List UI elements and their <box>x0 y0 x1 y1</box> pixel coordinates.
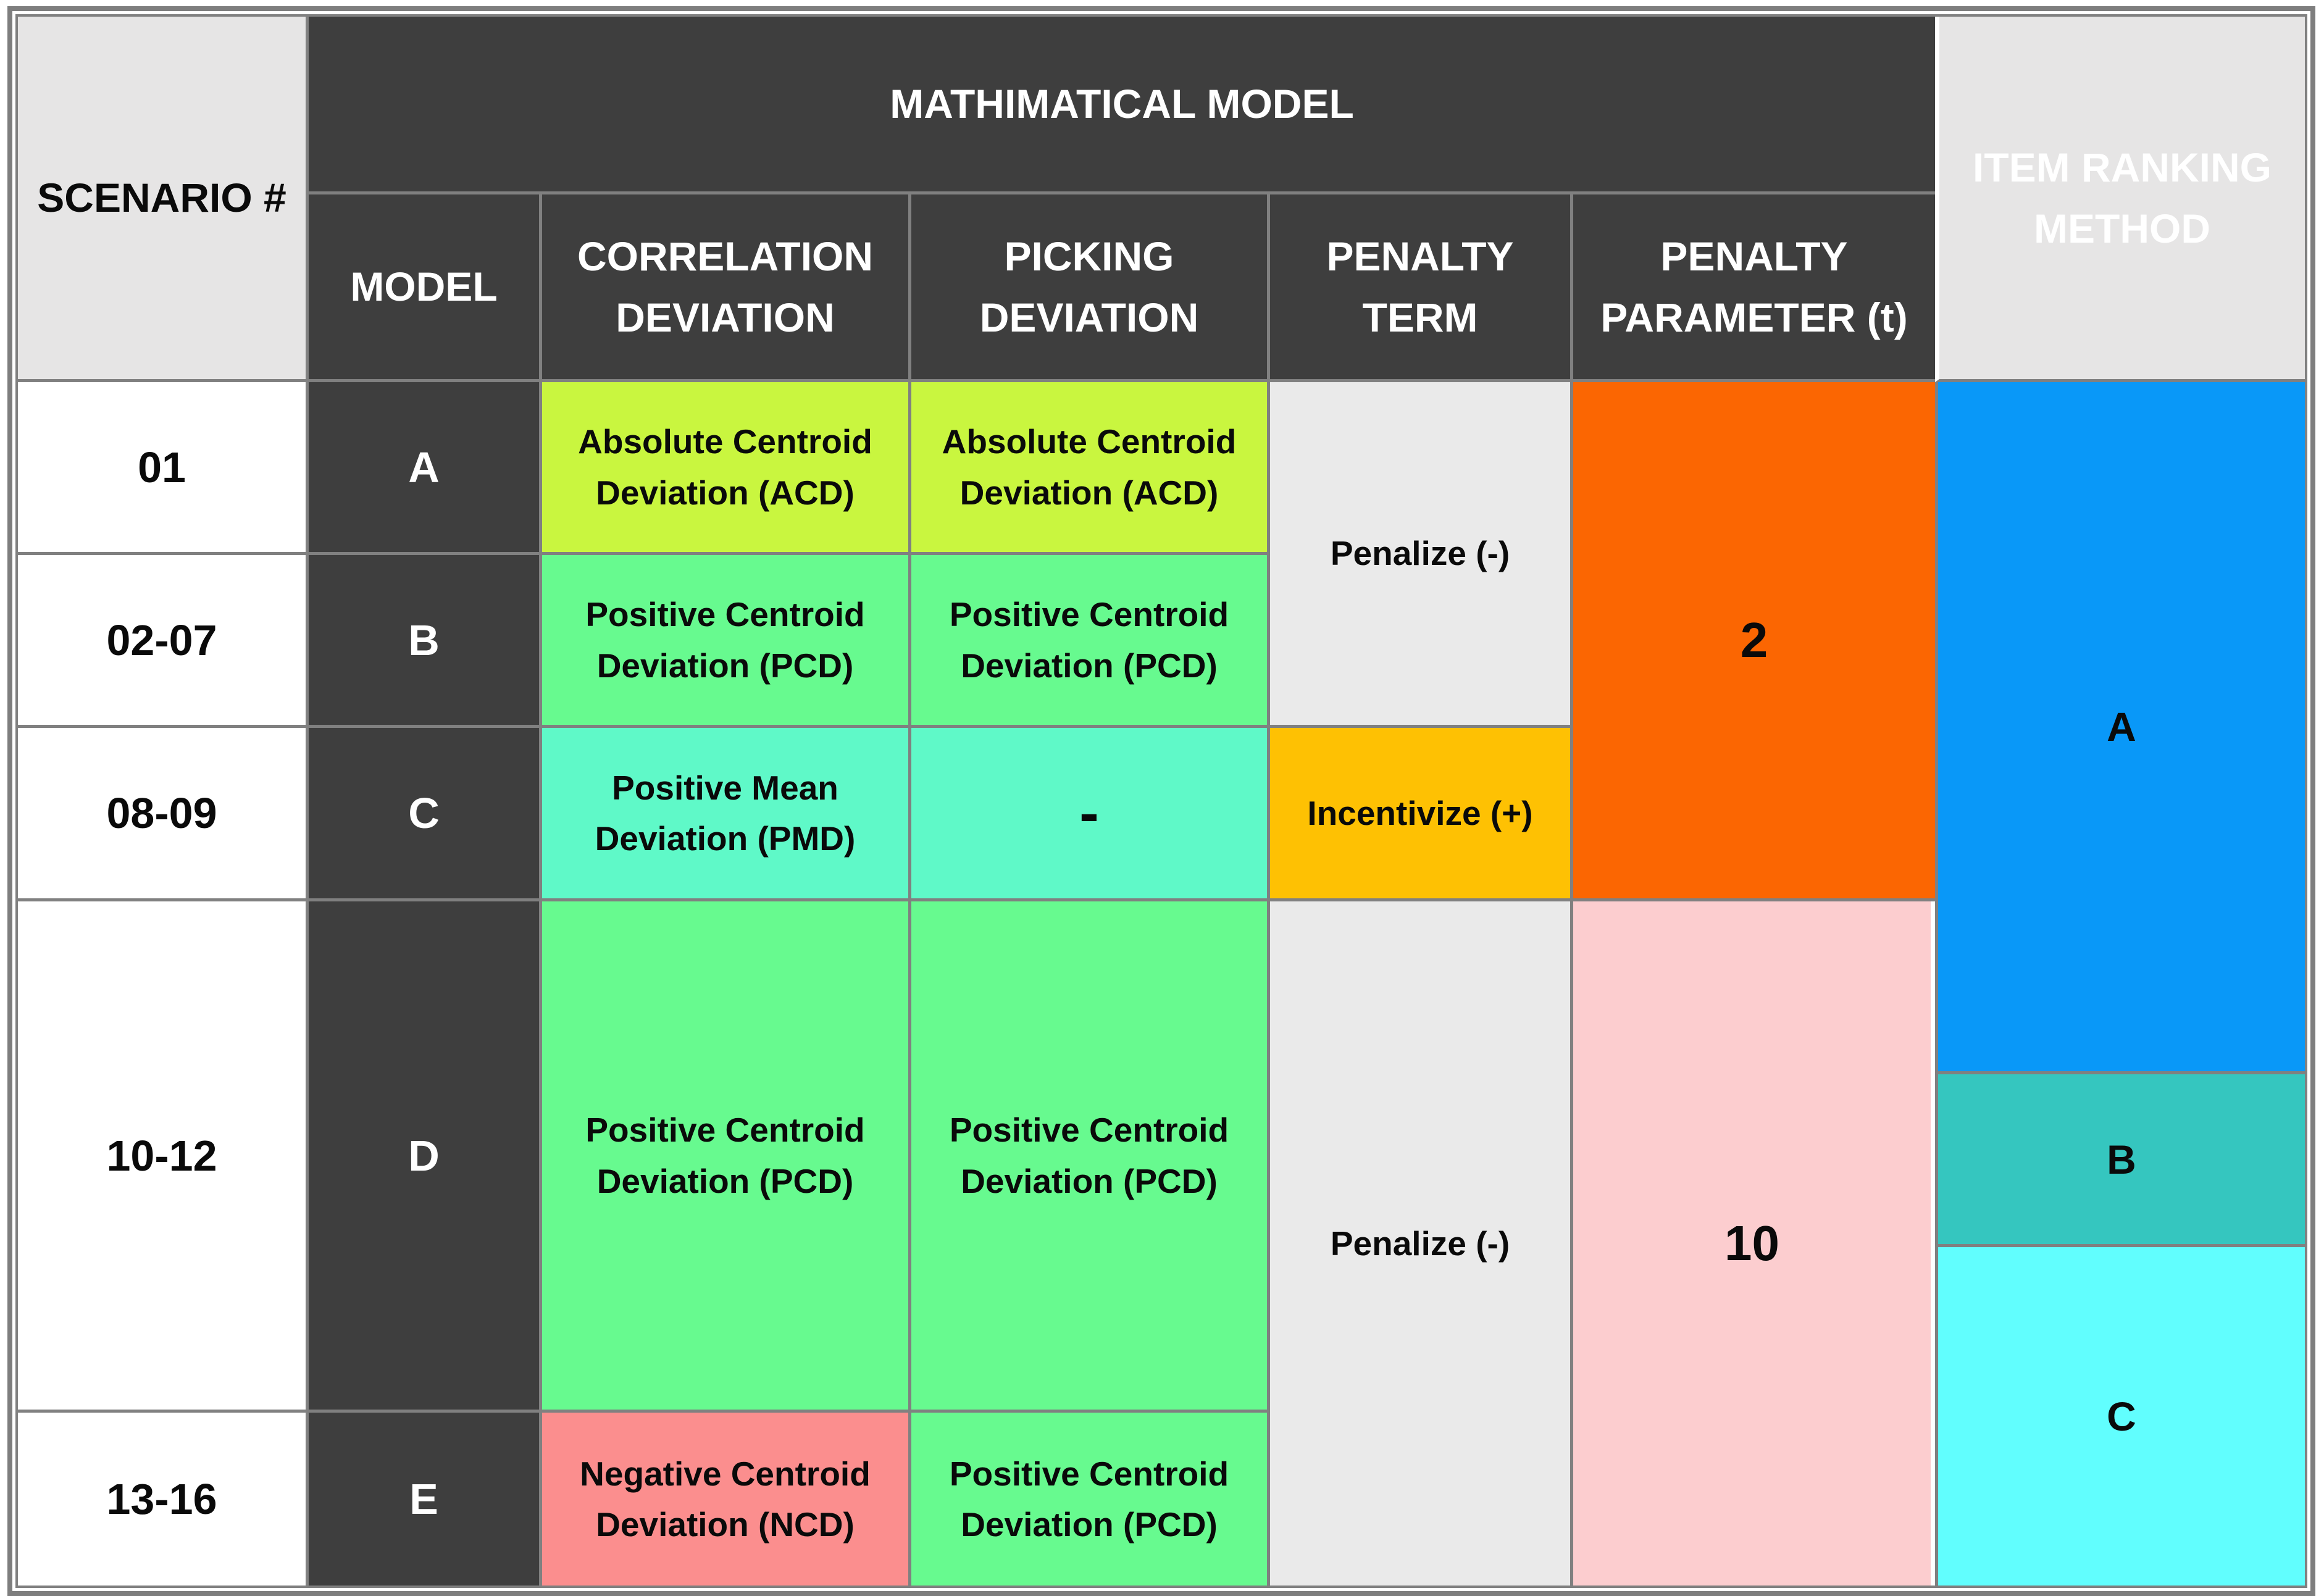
header-picking-deviation: PICKING DEVIATION <box>911 194 1270 382</box>
cell-correlation-pcd-d: Positive Centroid Deviation (PCD) <box>542 901 911 1413</box>
cell-penalty-parameter-10: 10 <box>1573 901 1935 1586</box>
cell-scenario-10-12: 10-12 <box>18 901 309 1413</box>
cell-model-c: C <box>309 728 542 901</box>
cell-rank-c: C <box>1935 1247 2305 1586</box>
scenario-model-table: SCENARIO # MATHIMATICAL MODEL ITEM RANKI… <box>7 6 2315 1596</box>
header-mathematical-model: MATHIMATICAL MODEL <box>309 17 1935 194</box>
cell-rank-b: B <box>1935 1074 2305 1247</box>
table-grid: SCENARIO # MATHIMATICAL MODEL ITEM RANKI… <box>15 14 2307 1588</box>
header-scenario-number: SCENARIO # <box>18 17 309 382</box>
cell-picking-none-dash: - <box>911 728 1270 901</box>
header-penalty-parameter: PENALTY PARAMETER (t) <box>1573 194 1935 382</box>
cell-correlation-pcd-b: Positive Centroid Deviation (PCD) <box>542 555 911 728</box>
cell-rank-a: A <box>1935 382 2305 1074</box>
cell-picking-acd: Absolute Centroid Deviation (ACD) <box>911 382 1270 555</box>
cell-scenario-01: 01 <box>18 382 309 555</box>
cell-picking-pcd-b: Positive Centroid Deviation (PCD) <box>911 555 1270 728</box>
cell-model-b: B <box>309 555 542 728</box>
cell-picking-pcd-d: Positive Centroid Deviation (PCD) <box>911 901 1270 1413</box>
header-penalty-term: PENALTY TERM <box>1270 194 1573 382</box>
cell-correlation-ncd: Negative Centroid Deviation (NCD) <box>542 1413 911 1586</box>
cell-scenario-08-09: 08-09 <box>18 728 309 901</box>
cell-penalty-parameter-2: 2 <box>1573 382 1935 901</box>
cell-scenario-02-07: 02-07 <box>18 555 309 728</box>
cell-model-e: E <box>309 1413 542 1586</box>
header-item-ranking-method: ITEM RANKING METHOD <box>1935 17 2305 382</box>
cell-picking-pcd-e: Positive Centroid Deviation (PCD) <box>911 1413 1270 1586</box>
cell-model-a: A <box>309 382 542 555</box>
header-correlation-deviation: CORRELATION DEVIATION <box>542 194 911 382</box>
cell-scenario-13-16: 13-16 <box>18 1413 309 1586</box>
cell-penalty-term-incentivize: Incentivize (+) <box>1270 728 1573 901</box>
cell-model-d: D <box>309 901 542 1413</box>
cell-correlation-pmd: Positive Mean Deviation (PMD) <box>542 728 911 901</box>
cell-penalty-term-penalize-bottom: Penalize (-) <box>1270 901 1573 1586</box>
cell-correlation-acd: Absolute Centroid Deviation (ACD) <box>542 382 911 555</box>
cell-penalty-term-penalize-top: Penalize (-) <box>1270 382 1573 728</box>
header-model: MODEL <box>309 194 542 382</box>
